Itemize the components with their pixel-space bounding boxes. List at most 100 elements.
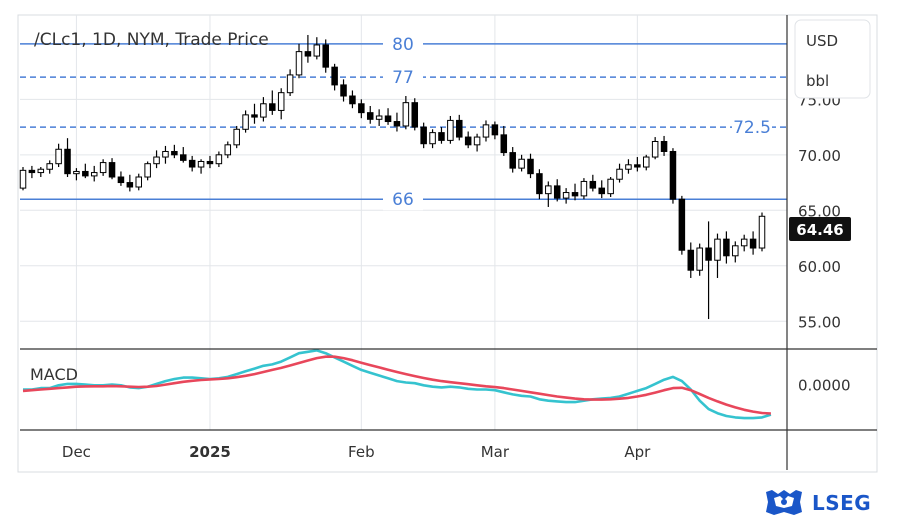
candle-body-up: [135, 176, 143, 188]
candle: [491, 121, 499, 140]
x-tick-label: Mar: [481, 443, 510, 461]
candle: [456, 114, 463, 141]
candle-body-down: [393, 121, 401, 127]
x-tick-label: Feb: [348, 443, 375, 461]
candle: [714, 233, 721, 278]
brand-name: LSEG: [812, 491, 872, 515]
candle: [518, 154, 525, 172]
candle-body-down: [384, 115, 392, 123]
candle: [162, 145, 169, 164]
level-label-bg: [383, 32, 423, 55]
candle-body-up: [732, 245, 739, 257]
candle-body-up: [286, 74, 294, 94]
candle-body-down: [571, 192, 579, 197]
candle: [135, 173, 143, 191]
candle-body-down: [678, 198, 686, 251]
unit-box: [794, 19, 871, 99]
candle: [340, 79, 347, 102]
candle: [126, 174, 134, 192]
candle: [215, 151, 223, 168]
candle: [331, 63, 338, 91]
candle: [598, 180, 605, 199]
candle: [589, 174, 597, 192]
level-label-bg: [732, 116, 772, 139]
candle-body-down: [660, 140, 668, 152]
candle: [171, 144, 178, 159]
candle: [37, 167, 45, 178]
candle-body-up: [19, 169, 27, 189]
candle-body-up: [242, 114, 249, 130]
macd-series-signal: [22, 355, 771, 415]
candle-body-down: [340, 84, 347, 97]
candle: [482, 120, 490, 142]
candle-body-up: [73, 170, 80, 175]
candle: [500, 125, 508, 156]
candle-body-up: [46, 163, 53, 170]
macd-y-tick-label: 0.0000: [798, 376, 851, 394]
candle-body-down: [171, 150, 178, 156]
candle-body-down: [553, 185, 561, 199]
candle-body-down: [634, 164, 641, 168]
candle: [687, 242, 695, 278]
candle: [28, 165, 36, 179]
candle: [723, 231, 730, 264]
candle-body-down: [438, 132, 445, 141]
candle: [366, 105, 374, 124]
candle-body-down: [749, 238, 757, 249]
candle: [429, 129, 436, 149]
candle-body-up: [153, 156, 160, 165]
y-tick-label: 60.00: [798, 258, 841, 276]
candle: [313, 37, 321, 60]
candle-body-down: [349, 95, 356, 105]
candle-body-down: [598, 187, 605, 195]
chart-title: /CLc1, 1D, NYM, Trade Price: [34, 30, 269, 50]
candle-body-up: [714, 238, 721, 261]
candle: [108, 158, 116, 180]
candle-body-up: [642, 156, 650, 168]
candle-body-down: [669, 150, 677, 200]
candle: [153, 150, 160, 169]
candle: [740, 234, 748, 252]
candle-body-down: [82, 170, 89, 177]
level-label-77: 77: [392, 68, 414, 88]
candle: [277, 88, 285, 120]
candle: [64, 138, 71, 178]
candle-body-up: [144, 163, 151, 178]
candle: [447, 115, 454, 144]
candle: [349, 90, 356, 109]
candle: [304, 34, 312, 63]
candle: [411, 98, 419, 131]
candle-body-down: [464, 136, 472, 146]
candle-body-up: [616, 168, 623, 180]
lseg-logo: LSEG: [762, 488, 871, 518]
candle-body-up: [162, 150, 169, 158]
candle-body-up: [99, 162, 107, 174]
candle-body-up: [473, 136, 481, 146]
candle-body-down: [180, 154, 187, 161]
candle-body-down: [723, 238, 730, 257]
candle: [197, 159, 205, 174]
candle-body-up: [37, 168, 45, 174]
candle-body-up: [55, 148, 62, 165]
unit-sub-label: bbl: [806, 72, 829, 90]
candle-body-up: [562, 192, 570, 199]
candle: [732, 241, 739, 263]
x-tick-label: Dec: [62, 443, 91, 461]
candle: [473, 133, 481, 152]
candle: [758, 212, 766, 252]
candle: [527, 153, 534, 179]
candle-body-up: [402, 102, 410, 127]
y-tick-label: 70.00: [798, 147, 841, 165]
candle: [580, 178, 588, 200]
candle-body-up: [580, 180, 588, 197]
candle: [260, 97, 267, 122]
candle: [545, 181, 552, 207]
candle-body-down: [126, 182, 134, 188]
candle: [99, 159, 107, 176]
candle: [536, 169, 543, 200]
candle-body-down: [108, 162, 116, 178]
candle-body-up: [224, 144, 232, 156]
candle: [144, 161, 151, 181]
candle-body-up: [215, 154, 223, 165]
candle: [651, 137, 659, 160]
